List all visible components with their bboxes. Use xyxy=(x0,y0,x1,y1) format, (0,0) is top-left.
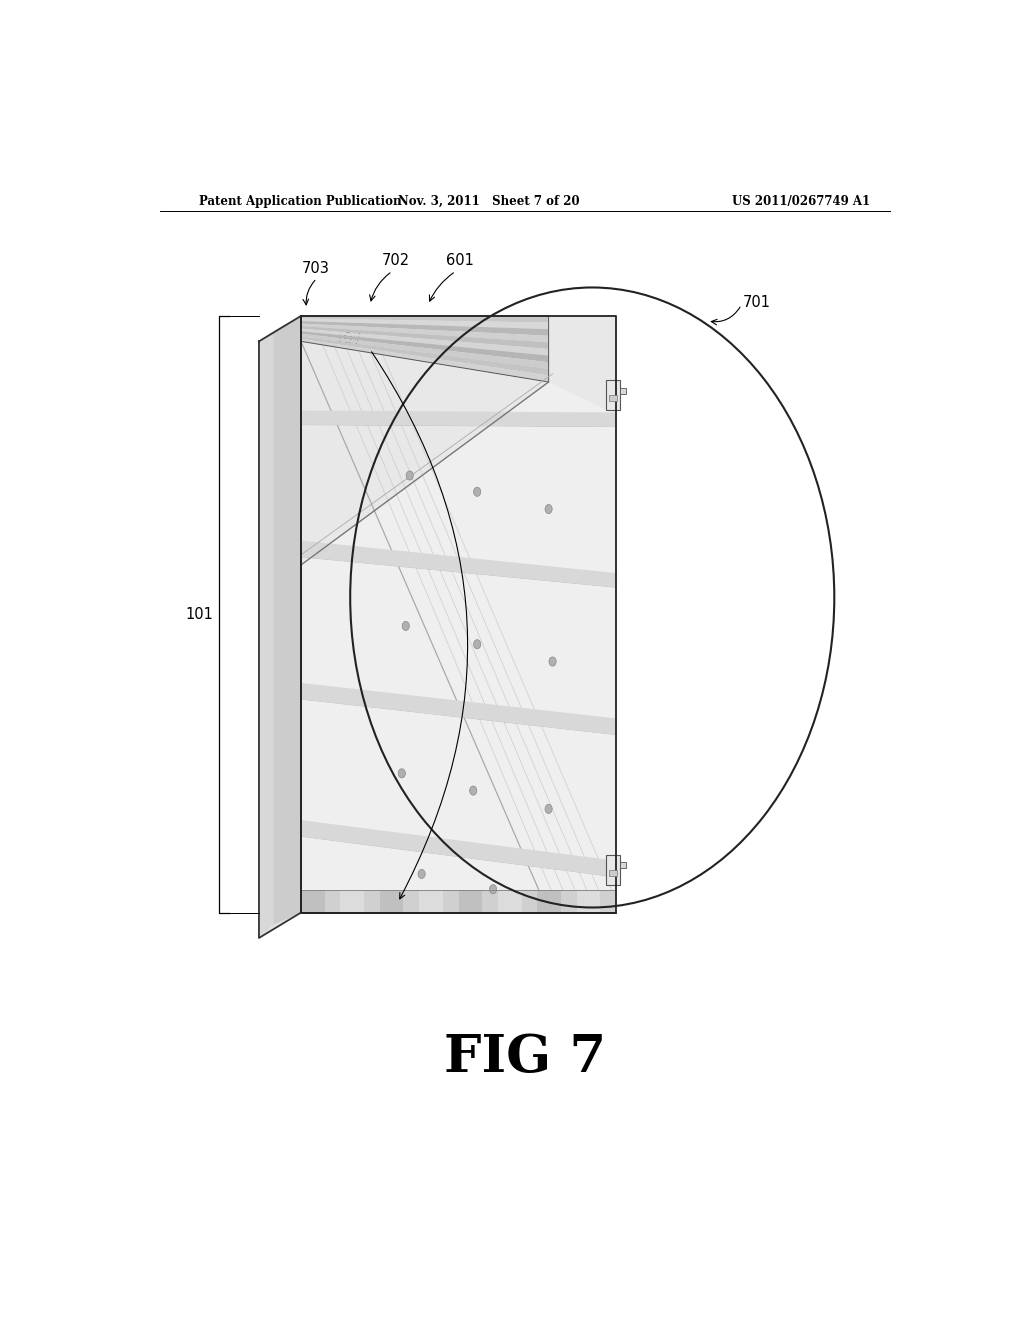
Polygon shape xyxy=(301,337,549,375)
Polygon shape xyxy=(577,890,600,912)
Text: 601: 601 xyxy=(445,252,474,268)
Text: 701: 701 xyxy=(743,296,771,310)
Polygon shape xyxy=(301,321,549,335)
Circle shape xyxy=(402,622,410,631)
Circle shape xyxy=(474,640,480,649)
Circle shape xyxy=(474,487,480,496)
Polygon shape xyxy=(301,890,325,912)
Polygon shape xyxy=(301,315,549,322)
Polygon shape xyxy=(301,682,616,735)
Circle shape xyxy=(489,884,497,894)
Circle shape xyxy=(545,804,552,813)
Text: Nov. 3, 2011   Sheet 7 of 20: Nov. 3, 2011 Sheet 7 of 20 xyxy=(398,194,580,207)
Text: 703: 703 xyxy=(302,260,330,276)
Polygon shape xyxy=(301,381,616,912)
Polygon shape xyxy=(273,315,301,925)
Circle shape xyxy=(549,657,556,667)
Polygon shape xyxy=(620,388,627,393)
Polygon shape xyxy=(301,334,549,368)
Polygon shape xyxy=(301,323,549,342)
Polygon shape xyxy=(301,315,616,565)
Polygon shape xyxy=(301,890,616,912)
Polygon shape xyxy=(419,890,442,912)
Circle shape xyxy=(407,471,414,480)
Polygon shape xyxy=(301,315,616,912)
Polygon shape xyxy=(301,411,616,426)
Text: 107: 107 xyxy=(335,331,362,347)
Polygon shape xyxy=(259,315,301,939)
Polygon shape xyxy=(606,380,620,411)
Polygon shape xyxy=(606,854,620,886)
Circle shape xyxy=(418,870,425,879)
Polygon shape xyxy=(459,890,482,912)
Polygon shape xyxy=(609,870,616,876)
Circle shape xyxy=(545,504,552,513)
Polygon shape xyxy=(301,331,549,362)
Text: FIG 7: FIG 7 xyxy=(443,1032,606,1084)
Polygon shape xyxy=(301,541,616,587)
Polygon shape xyxy=(259,331,273,939)
Text: US 2011/0267749 A1: US 2011/0267749 A1 xyxy=(732,194,870,207)
Polygon shape xyxy=(609,395,616,401)
Polygon shape xyxy=(340,890,364,912)
Polygon shape xyxy=(380,890,403,912)
Polygon shape xyxy=(538,890,561,912)
Circle shape xyxy=(470,785,477,795)
Polygon shape xyxy=(498,890,521,912)
Text: Patent Application Publication: Patent Application Publication xyxy=(200,194,402,207)
Circle shape xyxy=(398,768,406,777)
Polygon shape xyxy=(301,329,549,355)
Text: 101: 101 xyxy=(185,607,213,622)
Polygon shape xyxy=(620,862,627,869)
Polygon shape xyxy=(301,318,549,329)
Polygon shape xyxy=(301,326,549,348)
Polygon shape xyxy=(301,820,616,876)
Polygon shape xyxy=(301,339,549,381)
Text: 702: 702 xyxy=(381,252,410,268)
